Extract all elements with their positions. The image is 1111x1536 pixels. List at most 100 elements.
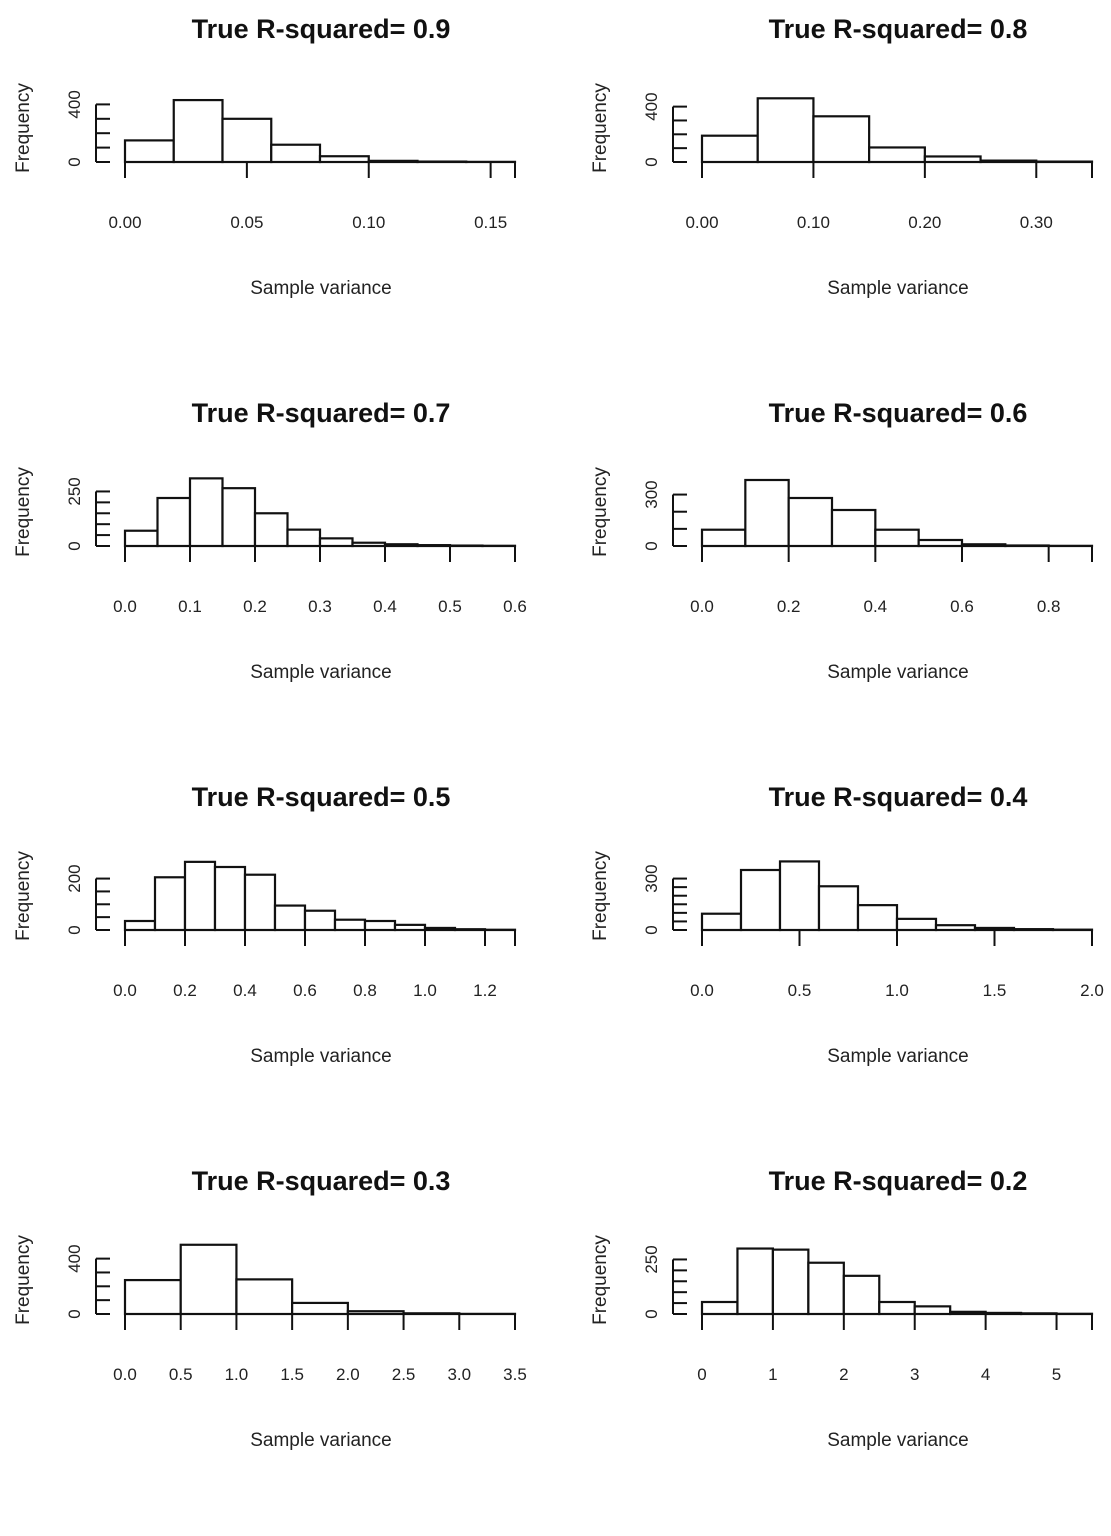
histogram-bar: [236, 1279, 292, 1314]
x-tick-label: 0.20: [908, 213, 941, 232]
x-axis-label: Sample variance: [250, 1430, 392, 1451]
histogram-bar: [875, 530, 918, 546]
y-tick-label: 0: [65, 541, 84, 550]
x-tick-label: 1: [768, 1365, 777, 1384]
bars: [125, 478, 515, 546]
x-tick-label: 0.6: [503, 597, 527, 616]
x-axis-label: Sample variance: [827, 1046, 969, 1067]
x-tick-label: 0.30: [1020, 213, 1053, 232]
x-tick-label: 0.8: [1037, 597, 1061, 616]
x-tick-label: 1.0: [225, 1365, 249, 1384]
histogram-bar: [275, 906, 305, 930]
x-tick-label: 0.4: [864, 597, 888, 616]
x-axis-label: Sample variance: [250, 278, 392, 299]
histogram-bar: [819, 886, 858, 930]
y-tick-label: 250: [65, 477, 84, 505]
histogram-bar: [365, 921, 395, 930]
chart-title: True R-squared= 0.2: [769, 1166, 1028, 1196]
x-tick-label: 0.0: [690, 981, 714, 1000]
y-axis-label: Frequency: [590, 851, 611, 941]
x-tick-label: 1.5: [280, 1365, 304, 1384]
histogram-bar: [125, 531, 158, 546]
y-axis-label: Frequency: [13, 1235, 34, 1325]
histogram-bar: [897, 919, 936, 930]
x-tick-label: 0: [697, 1365, 706, 1384]
x-tick-label: 1.5: [983, 981, 1007, 1000]
x-tick-label: 0.4: [233, 981, 257, 1000]
histogram-bar: [245, 875, 275, 930]
histogram-bar: [223, 488, 256, 546]
x-tick-label: 0.4: [373, 597, 397, 616]
x-tick-label: 0.5: [438, 597, 462, 616]
x-tick-label: 3.5: [503, 1365, 527, 1384]
x-tick-label: 3: [910, 1365, 919, 1384]
x-tick-label: 2.0: [336, 1365, 360, 1384]
x-tick-label: 1.2: [473, 981, 497, 1000]
x-tick-label: 0.0: [113, 981, 137, 1000]
x-tick-label: 0.1: [178, 597, 202, 616]
y-axis-label: Frequency: [590, 1235, 611, 1325]
y-tick-label: 0: [642, 925, 661, 934]
chart-title: True R-squared= 0.8: [769, 14, 1028, 44]
histogram-bar: [745, 480, 788, 546]
histogram-bar: [808, 1263, 843, 1314]
x-tick-label: 0.6: [293, 981, 317, 1000]
chart-title: True R-squared= 0.6: [769, 398, 1028, 428]
histogram-bar: [737, 1249, 772, 1314]
histogram-bar: [190, 478, 223, 546]
histogram-bar: [773, 1250, 808, 1314]
y-axis: 0 300: [642, 864, 687, 934]
chart-title: True R-squared= 0.3: [192, 1166, 451, 1196]
histogram-bar: [181, 1245, 237, 1314]
histogram-bar: [702, 136, 758, 162]
x-tick-label: 0.3: [308, 597, 332, 616]
histogram-bar: [702, 914, 741, 930]
x-tick-label: 0.2: [173, 981, 197, 1000]
y-tick-label: 0: [642, 541, 661, 550]
histogram-bar: [174, 100, 223, 162]
histogram-bar: [215, 867, 245, 930]
histogram-bar: [271, 145, 320, 162]
x-tick-label: 0.0: [113, 597, 137, 616]
histogram-bar: [185, 862, 215, 930]
histogram-bar: [158, 498, 191, 546]
x-tick-label: 0.5: [169, 1365, 193, 1384]
bars: [702, 861, 1092, 930]
histogram-bar: [832, 510, 875, 546]
histogram-bar: [702, 530, 745, 546]
x-tick-label: 0.8: [353, 981, 377, 1000]
x-axis-label: Sample variance: [827, 278, 969, 299]
histogram-bar: [780, 861, 819, 930]
histogram-bar: [292, 1303, 348, 1314]
x-tick-label: 0.10: [352, 213, 385, 232]
histogram-bar: [789, 498, 832, 546]
y-axis: 0 250: [65, 477, 110, 550]
histogram-bar: [305, 911, 335, 930]
y-axis-label: Frequency: [13, 467, 34, 557]
histogram-bar: [335, 920, 365, 930]
y-tick-label: 0: [65, 157, 84, 166]
bars: [125, 862, 515, 930]
histogram-bar: [813, 116, 869, 162]
x-tick-label: 0.5: [788, 981, 812, 1000]
y-tick-label: 300: [642, 864, 661, 892]
x-tick-label: 2: [839, 1365, 848, 1384]
x-tick-label: 2.5: [392, 1365, 416, 1384]
bars: [702, 480, 1092, 546]
